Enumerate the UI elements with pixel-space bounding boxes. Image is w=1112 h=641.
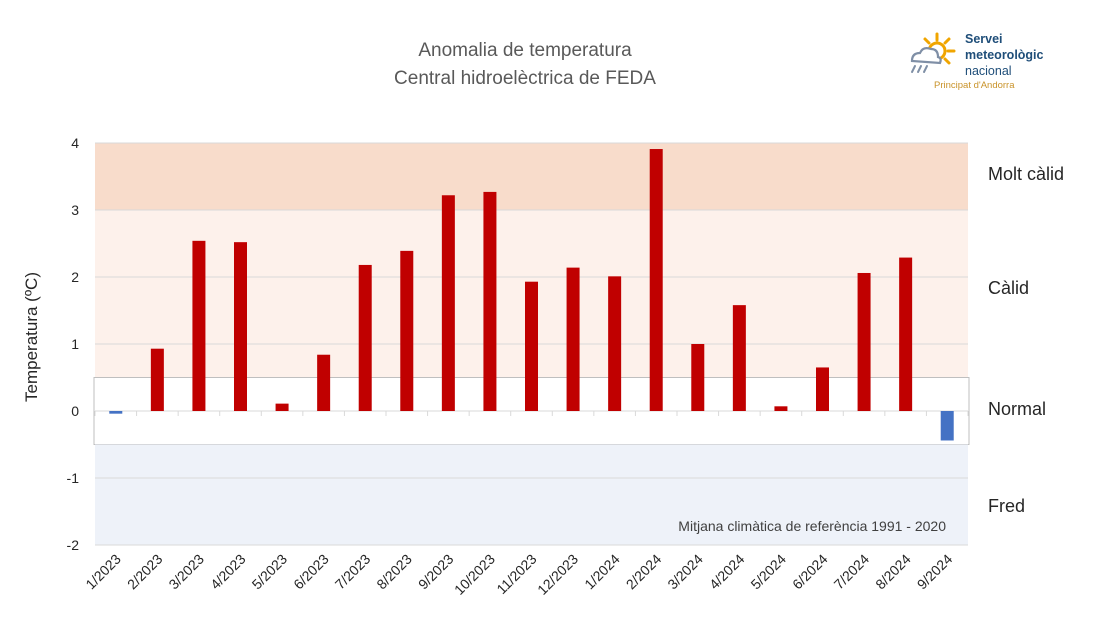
bar-series: [109, 149, 954, 441]
x-tick-label: 5/2024: [747, 551, 789, 593]
bar-3-2023: [192, 240, 206, 411]
bar-4-2024: [732, 305, 746, 411]
reference-note: Mitjana climàtica de referència 1991 - 2…: [678, 518, 946, 534]
x-tick-label: 10/2023: [451, 551, 498, 598]
x-tick-label: 8/2023: [373, 551, 415, 593]
x-tick-label: 9/2024: [914, 551, 956, 593]
y-axis-title: Temperatura (ºC): [22, 272, 41, 402]
x-tick-label: 7/2023: [332, 551, 374, 593]
bar-12-2023: [566, 267, 580, 411]
band-molt-c-lid: [95, 143, 968, 210]
x-tick-label: 3/2024: [664, 551, 706, 593]
x-tick-label: 6/2024: [789, 551, 831, 593]
y-tick-label: -2: [67, 537, 80, 553]
y-tick-label: 3: [71, 202, 79, 218]
logo-line-2: meteorològic: [965, 48, 1044, 62]
zone-label-calid: Càlid: [988, 278, 1030, 298]
bar-9-2024: [940, 411, 954, 441]
zone-label-fred: Fred: [988, 496, 1026, 516]
bar-5-2024: [774, 406, 788, 411]
chart-title: Anomalia de temperatura: [418, 40, 632, 61]
smn-logo: Servei meteorològic nacional Principat d…: [903, 31, 1093, 95]
x-tick-label: 2/2023: [124, 551, 166, 593]
x-tick-label: 7/2024: [831, 551, 873, 593]
bar-8-2023: [400, 250, 414, 411]
x-tick-label: 3/2023: [165, 551, 207, 593]
bar-1-2023: [109, 411, 123, 414]
band-fred: [95, 444, 968, 545]
x-tick-label: 4/2024: [706, 551, 748, 593]
x-tick-label: 1/2023: [82, 551, 124, 593]
zone-label-normal: Normal: [988, 399, 1047, 419]
y-tick-label: 1: [71, 336, 79, 352]
y-tick-label: 2: [71, 269, 79, 285]
y-tick-labels: -2 -1 0 1 2 3 4: [67, 135, 80, 553]
bar-1-2024: [608, 276, 622, 411]
bar-7-2023: [358, 264, 372, 411]
x-tick-label: 1/2024: [581, 551, 623, 593]
chart-subtitle: Central hidroelèctrica de FEDA: [394, 68, 656, 89]
logo-line-3: nacional: [965, 64, 1012, 78]
x-tick-label: 12/2023: [534, 551, 581, 598]
logo-line-1: Servei: [965, 32, 1003, 46]
bar-2-2023: [150, 348, 164, 411]
x-tick-label: 4/2023: [207, 551, 249, 593]
x-tick-label: 6/2023: [290, 551, 332, 593]
bar-8-2024: [899, 257, 913, 411]
x-tick-label: 8/2024: [872, 551, 914, 593]
bar-7-2024: [857, 272, 871, 411]
x-tick-labels: 1/2023 2/2023 3/2023 4/2023 5/2023 6/2023 7/20…: [82, 551, 955, 598]
x-tick-label: 5/2023: [249, 551, 291, 593]
bar-9-2023: [441, 195, 455, 411]
zone-label-molt-calid: Molt càlid: [988, 164, 1065, 184]
bar-5-2023: [275, 403, 289, 411]
y-tick-label: -1: [67, 470, 80, 486]
x-tick-label: 11/2023: [493, 551, 540, 598]
bar-10-2023: [483, 191, 497, 411]
bar-6-2024: [816, 367, 829, 411]
y-tick-label: 4: [71, 135, 79, 151]
x-tick-label: 2/2024: [623, 551, 665, 593]
y-tick-label: 0: [71, 403, 79, 419]
bar-6-2023: [317, 354, 331, 411]
sun-cloud-rain-icon: [910, 32, 956, 73]
bar-3-2024: [691, 344, 705, 411]
bar-11-2023: [525, 281, 538, 411]
logo-subtitle: Principat d'Andorra: [934, 80, 1015, 91]
bar-2-2024: [649, 149, 663, 411]
bar-4-2023: [234, 242, 247, 411]
